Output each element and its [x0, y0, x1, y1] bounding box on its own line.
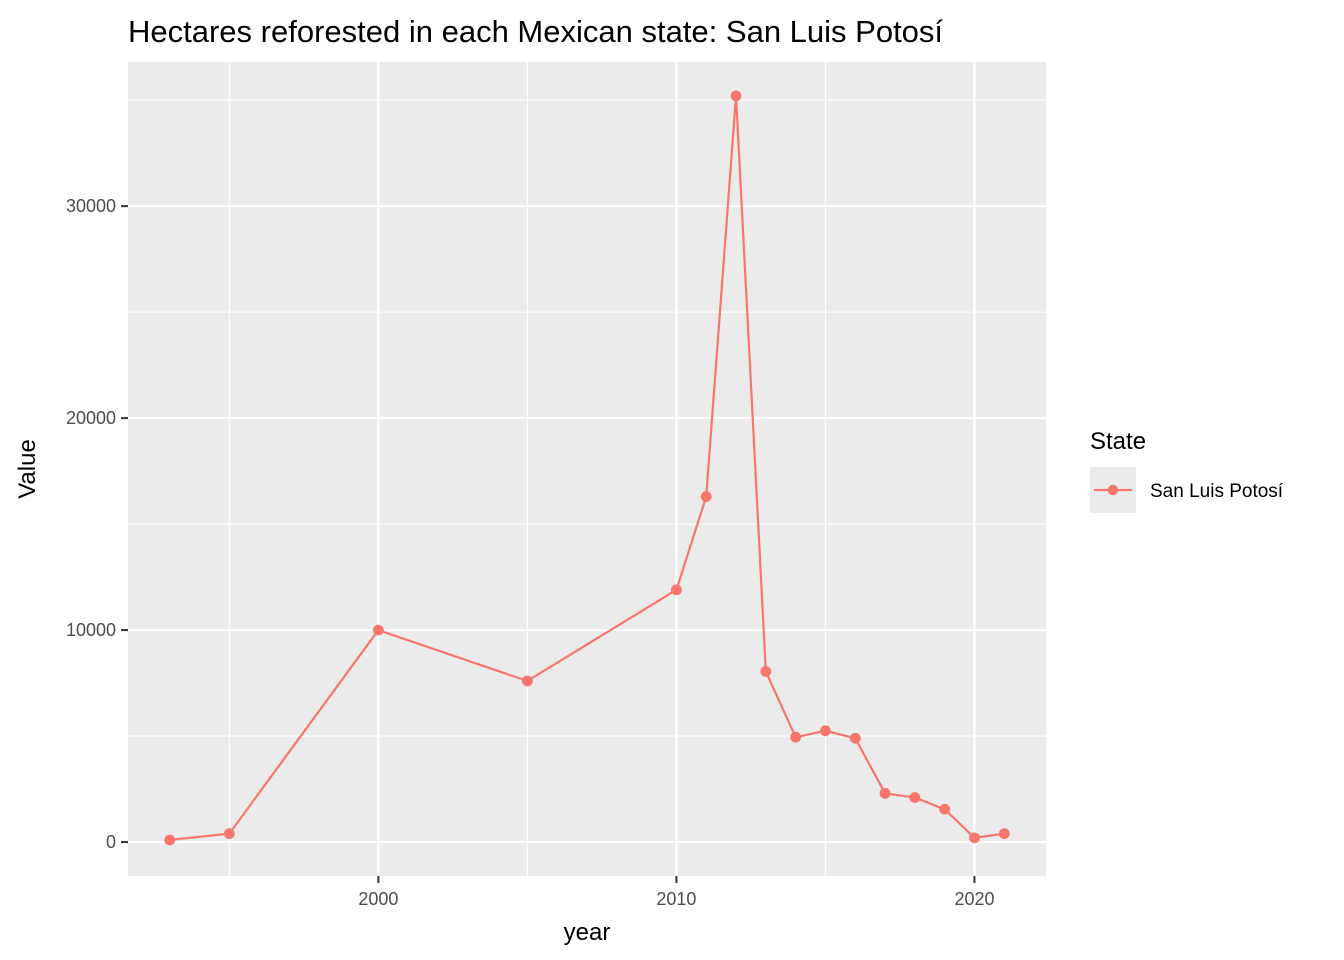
- data-point: [879, 787, 891, 799]
- data-point: [760, 666, 772, 677]
- data-point: [671, 584, 682, 596]
- legend-key-point: [1107, 484, 1119, 496]
- legend-title: State: [1090, 428, 1146, 455]
- x-tick-label: 2010: [656, 889, 696, 909]
- x-axis-title: year: [564, 919, 611, 946]
- tick-labels: 2000 2010 2020 0 10000 20000 30000: [66, 196, 995, 909]
- plot-panel: [128, 62, 1046, 876]
- chart-title: Hectares reforested in each Mexican stat…: [128, 14, 943, 49]
- y-tick-label: 30000: [66, 196, 116, 216]
- series-layer: [164, 90, 1010, 846]
- data-point: [790, 731, 802, 743]
- y-axis-title: Value: [14, 439, 41, 499]
- data-point: [223, 828, 235, 840]
- data-point: [164, 834, 176, 846]
- data-point: [730, 90, 742, 102]
- series-line: [169, 94, 1005, 842]
- y-tick-label: 10000: [66, 620, 116, 640]
- data-point: [820, 725, 831, 737]
- x-tick-label: 2020: [954, 889, 994, 909]
- legend: State San Luis Potosí: [1090, 428, 1284, 513]
- x-tick-label: 2000: [358, 889, 398, 909]
- data-point: [998, 828, 1010, 840]
- y-tick-label: 20000: [66, 408, 116, 428]
- data-point: [849, 732, 861, 744]
- axis-ticks: [121, 205, 976, 883]
- data-point: [700, 491, 712, 502]
- data-point: [909, 792, 921, 803]
- data-point: [969, 832, 980, 844]
- major-gridlines: [128, 62, 1046, 876]
- y-tick-label: 0: [106, 832, 116, 852]
- data-point: [939, 803, 951, 815]
- data-point: [521, 675, 533, 687]
- legend-label-san-luis-potosi: San Luis Potosí: [1150, 481, 1284, 502]
- data-point: [372, 624, 384, 636]
- minor-gridlines: [128, 62, 1046, 876]
